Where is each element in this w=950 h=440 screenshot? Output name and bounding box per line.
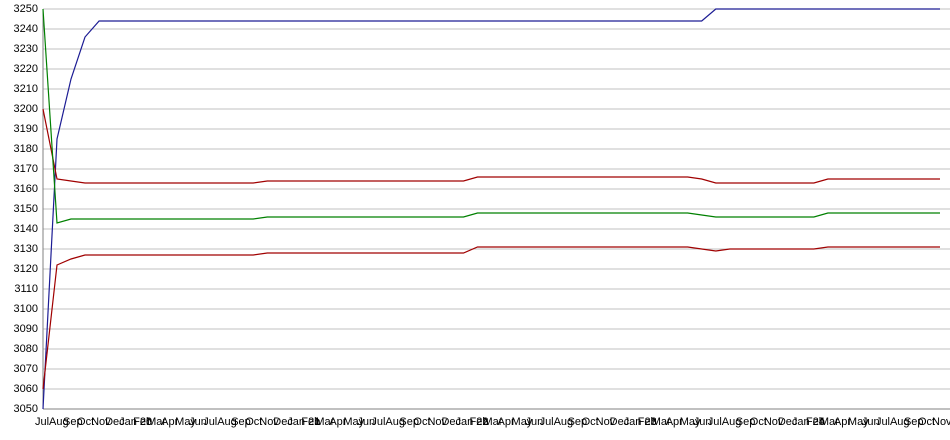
- x-tick-label: Aug: [890, 416, 910, 428]
- y-tick-label: 3150: [14, 203, 38, 215]
- y-tick-label: 3190: [14, 123, 38, 135]
- x-tick-label: Apr: [498, 416, 515, 428]
- x-tick-label: Aug: [722, 416, 742, 428]
- x-tick-label: Oct: [750, 416, 767, 428]
- x-tick-label: Feb: [133, 416, 152, 428]
- x-tick-label: Jun: [862, 416, 880, 428]
- x-tick-label: Sep: [904, 416, 924, 428]
- y-tick-label: 3050: [14, 403, 38, 415]
- y-tick-label: 3230: [14, 43, 38, 55]
- y-tick-label: 3170: [14, 163, 38, 175]
- y-tick-label: 3220: [14, 63, 38, 75]
- y-tick-label: 3110: [14, 283, 38, 295]
- x-tick-label: Oct: [245, 416, 262, 428]
- x-tick-label: Nov: [596, 416, 616, 428]
- y-tick-label: 3210: [14, 83, 38, 95]
- series-line: [42, 8, 940, 224]
- x-tick-label: Feb: [638, 416, 657, 428]
- x-tick-label: Apr: [161, 416, 178, 428]
- x-tick-label: Dec: [778, 416, 798, 428]
- x-tick-label: Mar: [315, 416, 334, 428]
- series-line: [42, 108, 940, 184]
- x-tick-label: Sep: [736, 416, 756, 428]
- x-tick-label: Jan 22: [455, 416, 488, 428]
- x-tick-label: Sep: [63, 416, 83, 428]
- y-tick-label: 3160: [14, 183, 38, 195]
- x-tick-label: May: [848, 416, 869, 428]
- x-tick-label: Jul: [708, 416, 722, 428]
- x-tick-label: Dec: [441, 416, 461, 428]
- x-tick-label: Jun: [694, 416, 712, 428]
- x-tick-label: Jul: [203, 416, 217, 428]
- y-tick-label: 3100: [14, 303, 38, 315]
- y-tick-label: 3250: [14, 3, 38, 15]
- y-tick-label: 3240: [14, 23, 38, 35]
- y-tick-label: 3130: [14, 243, 38, 255]
- series-line: [42, 246, 940, 390]
- x-tick-label: Aug: [217, 416, 237, 428]
- x-tick-label: Dec: [610, 416, 630, 428]
- x-tick-label: Feb: [469, 416, 488, 428]
- x-tick-label: Sep: [231, 416, 251, 428]
- x-tick-label: Aug: [385, 416, 405, 428]
- x-tick-label: May: [175, 416, 196, 428]
- x-tick-label: Dec: [273, 416, 293, 428]
- x-tick-label: Jul: [876, 416, 890, 428]
- x-tick-label: Nov: [259, 416, 279, 428]
- y-tick-label: 3180: [14, 143, 38, 155]
- x-tick-label: Oct: [918, 416, 935, 428]
- x-tick-label: Jul: [540, 416, 554, 428]
- x-tick-label: Oct: [582, 416, 599, 428]
- x-tick-label: Mar: [652, 416, 671, 428]
- x-tick-label: Mar: [820, 416, 839, 428]
- y-tick-label: 3060: [14, 383, 38, 395]
- x-tick-label: Nov: [427, 416, 447, 428]
- x-tick-label: Mar: [484, 416, 503, 428]
- x-tick-label: Apr: [666, 416, 683, 428]
- x-tick-label: Jun: [357, 416, 375, 428]
- y-tick-label: 3080: [14, 343, 38, 355]
- x-tick-label: Apr: [834, 416, 851, 428]
- x-tick-label: Sep: [568, 416, 588, 428]
- x-tick-label: Nov: [764, 416, 784, 428]
- y-tick-label: 3090: [14, 323, 38, 335]
- x-tick-label: Feb: [806, 416, 825, 428]
- x-tick-label: Jan 24: [792, 416, 825, 428]
- x-tick-label: Oct: [77, 416, 94, 428]
- x-tick-label: Jan 21: [287, 416, 320, 428]
- y-tick-label: 3140: [14, 223, 38, 235]
- x-tick-label: Aug: [554, 416, 574, 428]
- x-tick-label: Feb: [301, 416, 320, 428]
- x-tick-label: Sep: [399, 416, 419, 428]
- x-tick-label: Jul: [371, 416, 385, 428]
- series-line: [42, 8, 940, 410]
- x-tick-label: Dec: [105, 416, 125, 428]
- x-tick-label: Mar: [147, 416, 166, 428]
- x-tick-label: May: [343, 416, 364, 428]
- x-tick-label: Jun: [189, 416, 207, 428]
- x-tick-label: Jun: [526, 416, 544, 428]
- x-tick-label: Apr: [329, 416, 346, 428]
- x-tick-label: Aug: [49, 416, 69, 428]
- x-tick-label: Nov: [91, 416, 111, 428]
- x-tick-label: Oct: [413, 416, 430, 428]
- x-tick-label: Jul: [35, 416, 49, 428]
- x-tick-label: May: [680, 416, 701, 428]
- y-tick-label: 3200: [14, 103, 38, 115]
- x-tick-label: Jan 20: [119, 416, 152, 428]
- y-tick-label: 3070: [14, 363, 38, 375]
- y-tick-label: 3120: [14, 263, 38, 275]
- x-tick-label: Jan 23: [624, 416, 657, 428]
- x-tick-label: Nov: [932, 416, 950, 428]
- x-tick-label: May: [512, 416, 533, 428]
